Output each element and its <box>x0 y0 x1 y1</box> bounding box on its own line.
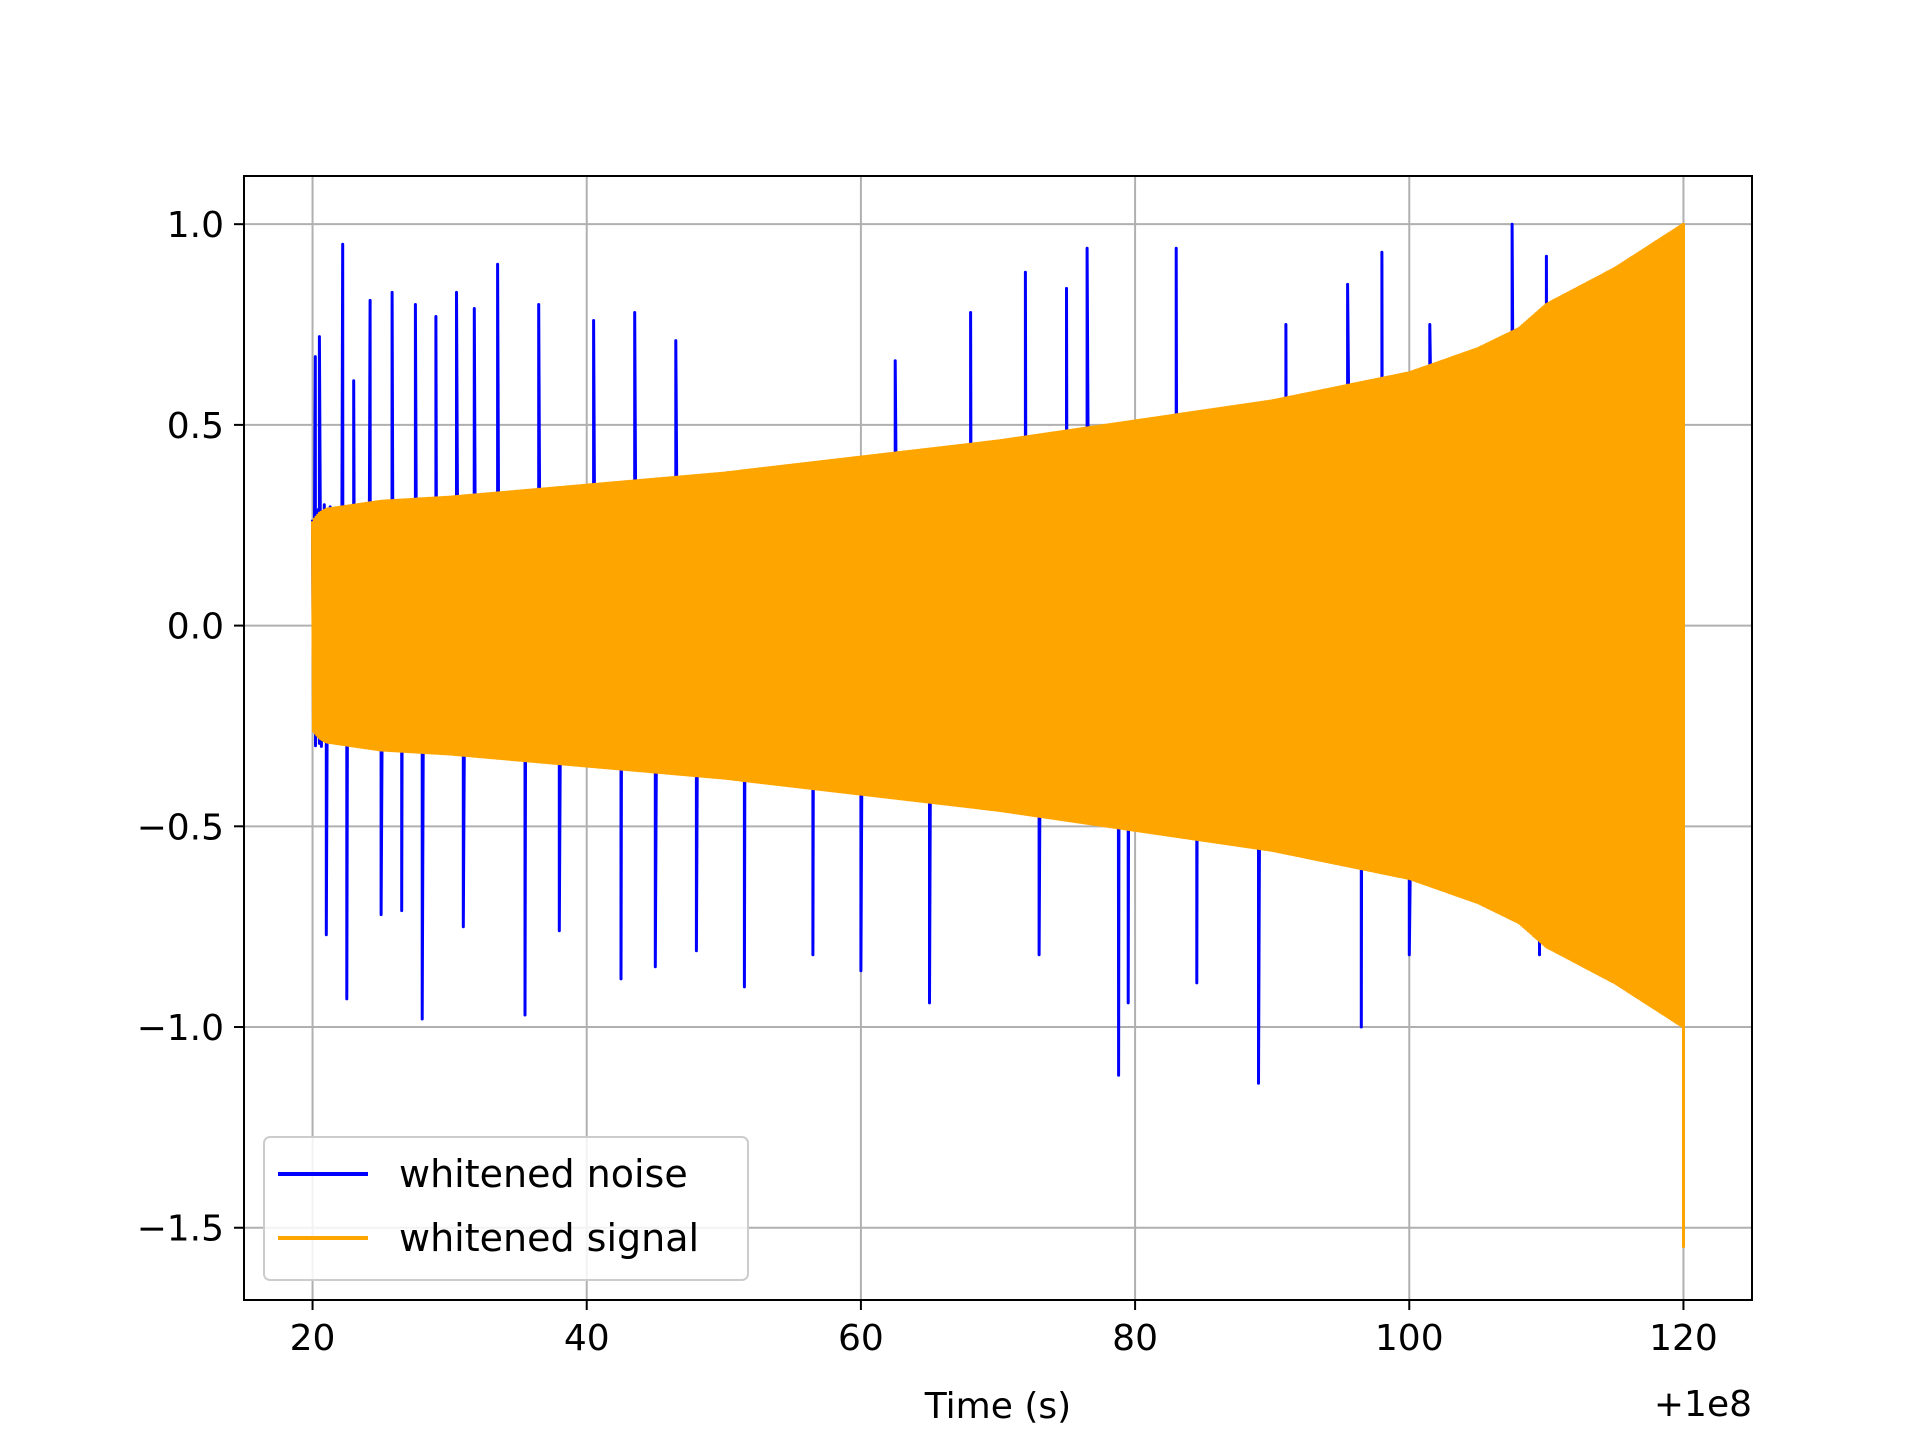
x-tick-label: 40 <box>564 1318 610 1359</box>
x-tick-label: 120 <box>1649 1318 1718 1359</box>
y-tick-label: −0.5 <box>137 807 224 848</box>
x-tick-label: 100 <box>1375 1318 1444 1359</box>
x-axis-label: Time (s) <box>924 1386 1071 1427</box>
x-tick-label: 80 <box>1112 1318 1158 1359</box>
legend-label: whitened noise <box>399 1152 688 1196</box>
x-axis-offset-label: +1e8 <box>1654 1384 1752 1425</box>
y-tick-label: 0.0 <box>167 607 224 648</box>
legend: whitened noise whitened signal <box>263 1136 749 1281</box>
x-tick-label: 20 <box>290 1318 336 1359</box>
legend-box <box>263 1136 749 1281</box>
x-axis-ticks: 20 40 60 80 100 120 <box>290 1300 1718 1359</box>
y-tick-label: −1.0 <box>137 1008 224 1049</box>
y-axis-ticks: 1.0 0.5 0.0 −0.5 −1.0 −1.5 <box>137 205 244 1250</box>
plot-frame <box>243 175 1753 1301</box>
y-tick-label: 1.0 <box>167 205 224 246</box>
legend-label: whitened signal <box>399 1216 699 1260</box>
x-tick-label: 60 <box>838 1318 884 1359</box>
y-tick-label: 0.5 <box>167 406 224 447</box>
y-tick-label: −1.5 <box>137 1209 224 1250</box>
series-whitened-signal-band <box>312 230 1684 1021</box>
data-layer <box>311 222 1685 1248</box>
